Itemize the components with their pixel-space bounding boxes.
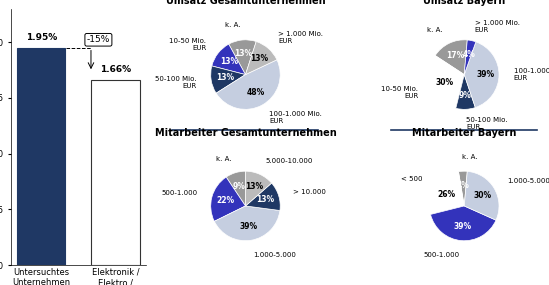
Wedge shape bbox=[456, 75, 475, 109]
Wedge shape bbox=[212, 44, 245, 75]
Wedge shape bbox=[211, 66, 245, 93]
Text: 500-1.000: 500-1.000 bbox=[161, 190, 198, 196]
Wedge shape bbox=[430, 206, 496, 241]
Wedge shape bbox=[216, 60, 280, 109]
Text: 39%: 39% bbox=[240, 222, 258, 231]
Text: < 500: < 500 bbox=[401, 176, 423, 182]
Wedge shape bbox=[211, 177, 245, 221]
Text: 13%: 13% bbox=[234, 49, 253, 58]
Text: 39%: 39% bbox=[476, 70, 494, 79]
Text: 13%: 13% bbox=[216, 73, 234, 82]
Wedge shape bbox=[245, 171, 272, 206]
Text: 9%: 9% bbox=[458, 91, 472, 100]
Text: -15%: -15% bbox=[87, 35, 110, 44]
Text: 1.000-5.000: 1.000-5.000 bbox=[254, 252, 296, 258]
Text: > 1.000 Mio.
EUR: > 1.000 Mio. EUR bbox=[278, 31, 323, 44]
Text: 50-100 Mio.
EUR: 50-100 Mio. EUR bbox=[155, 76, 197, 89]
Text: 10-50 Mio.
EUR: 10-50 Mio. EUR bbox=[170, 38, 206, 51]
Text: 9%: 9% bbox=[233, 182, 246, 190]
Text: 48%: 48% bbox=[247, 88, 265, 97]
Wedge shape bbox=[245, 42, 277, 75]
Text: 13%: 13% bbox=[220, 57, 238, 66]
Title: Mitarbeiter Bayern: Mitarbeiter Bayern bbox=[412, 128, 517, 138]
Text: > 10.000: > 10.000 bbox=[293, 189, 326, 195]
Text: 50-100 Mio.
EUR: 50-100 Mio. EUR bbox=[466, 117, 508, 131]
Text: 26%: 26% bbox=[438, 190, 456, 199]
Wedge shape bbox=[226, 171, 245, 206]
Text: 39%: 39% bbox=[453, 222, 472, 231]
Wedge shape bbox=[429, 172, 464, 214]
Text: k. A.: k. A. bbox=[216, 156, 231, 162]
Bar bbox=[17, 48, 65, 265]
Text: 30%: 30% bbox=[436, 78, 454, 87]
Title: Mitarbeiter Gesamtunternehmen: Mitarbeiter Gesamtunternehmen bbox=[155, 128, 337, 138]
Text: 100-1.000 Mio.
EUR: 100-1.000 Mio. EUR bbox=[269, 111, 322, 124]
Wedge shape bbox=[464, 171, 499, 220]
Title: Umsatz Gesamtunternehmen: Umsatz Gesamtunternehmen bbox=[166, 0, 326, 6]
Text: k. A.: k. A. bbox=[427, 27, 442, 33]
Wedge shape bbox=[464, 42, 499, 107]
Text: 1.95%: 1.95% bbox=[26, 33, 57, 42]
Text: > 1.000 Mio.
EUR: > 1.000 Mio. EUR bbox=[475, 20, 520, 33]
Text: 30%: 30% bbox=[473, 191, 491, 200]
Text: 4%: 4% bbox=[462, 50, 475, 59]
Text: 13%: 13% bbox=[245, 182, 263, 192]
Wedge shape bbox=[464, 40, 476, 75]
Text: 500-1.000: 500-1.000 bbox=[424, 252, 460, 258]
Bar bbox=[91, 80, 139, 265]
Text: k. A.: k. A. bbox=[462, 154, 478, 160]
Text: 4%: 4% bbox=[457, 181, 470, 190]
Wedge shape bbox=[245, 183, 280, 211]
Text: 5.000-10.000: 5.000-10.000 bbox=[266, 158, 313, 164]
Text: 22%: 22% bbox=[216, 196, 234, 205]
Wedge shape bbox=[458, 171, 467, 206]
Text: 1.000-5.000: 1.000-5.000 bbox=[507, 178, 549, 184]
Text: k. A.: k. A. bbox=[225, 23, 241, 28]
Text: 100-1.000 Mio.
EUR: 100-1.000 Mio. EUR bbox=[514, 68, 549, 82]
Text: 13%: 13% bbox=[256, 196, 274, 204]
Text: 17%: 17% bbox=[446, 51, 464, 60]
Wedge shape bbox=[435, 40, 467, 75]
Text: 10-50 Mio.
EUR: 10-50 Mio. EUR bbox=[382, 86, 418, 99]
Wedge shape bbox=[214, 206, 280, 241]
Wedge shape bbox=[229, 40, 256, 75]
Title: Umsatz Bayern: Umsatz Bayern bbox=[423, 0, 506, 6]
Text: 13%: 13% bbox=[250, 54, 268, 64]
Text: 1.66%: 1.66% bbox=[100, 65, 131, 74]
Wedge shape bbox=[429, 56, 464, 108]
